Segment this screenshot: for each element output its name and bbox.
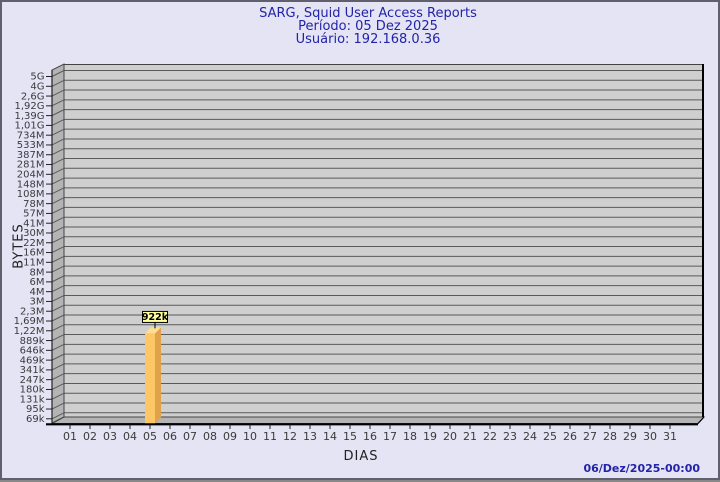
svg-text:1,69M: 1,69M [14, 316, 45, 327]
svg-text:3M: 3M [30, 297, 45, 308]
svg-text:29: 29 [623, 430, 637, 443]
svg-text:31: 31 [663, 430, 677, 443]
chart-subtitle-period: Período: 05 Dez 2025 [298, 19, 438, 34]
svg-text:27: 27 [583, 430, 597, 443]
svg-text:19: 19 [423, 430, 437, 443]
left-wall-3d [51, 63, 65, 424]
x-tick-labels: 01 02 03 04 05 06 07 08 09 10 11 12 13 14 15 16 17 18 19 20… [63, 424, 677, 443]
chart-subtitle-user: Usuário: 192.168.0.36 [295, 32, 441, 47]
svg-text:387M: 387M [17, 150, 45, 161]
svg-text:1,92G: 1,92G [14, 101, 44, 112]
svg-text:22M: 22M [23, 238, 44, 249]
y-axis-title: BYTES [11, 223, 27, 269]
bar-day-05[interactable] [145, 327, 161, 424]
svg-text:8M: 8M [30, 267, 45, 278]
svg-text:15: 15 [343, 430, 357, 443]
svg-text:17: 17 [383, 430, 397, 443]
svg-text:24: 24 [523, 430, 537, 443]
svg-text:04: 04 [123, 430, 137, 443]
chart-title: SARG, Squid User Access Reports [259, 6, 477, 21]
svg-text:69k: 69k [26, 414, 45, 425]
svg-text:1,01G: 1,01G [14, 121, 44, 132]
svg-text:25: 25 [543, 430, 557, 443]
svg-text:18: 18 [403, 430, 417, 443]
svg-text:10: 10 [243, 430, 257, 443]
svg-text:734M: 734M [17, 130, 45, 141]
svg-text:23: 23 [503, 430, 517, 443]
svg-text:08: 08 [203, 430, 217, 443]
svg-text:247k: 247k [20, 375, 45, 386]
svg-text:11M: 11M [23, 258, 44, 269]
generated-timestamp: 06/Dez/2025-00:00 [583, 462, 700, 475]
svg-text:1,22M: 1,22M [14, 326, 45, 337]
svg-text:07: 07 [183, 430, 197, 443]
svg-text:4M: 4M [30, 287, 45, 298]
svg-text:30M: 30M [23, 228, 44, 239]
svg-text:57M: 57M [23, 209, 44, 220]
svg-text:4G: 4G [30, 81, 44, 92]
svg-text:6M: 6M [30, 277, 45, 288]
svg-text:889k: 889k [20, 336, 45, 347]
svg-text:09: 09 [223, 430, 237, 443]
svg-text:148M: 148M [17, 179, 45, 190]
svg-text:469k: 469k [20, 355, 45, 366]
svg-text:01: 01 [63, 430, 77, 443]
svg-text:5G: 5G [30, 72, 44, 83]
svg-text:2,6G: 2,6G [21, 91, 45, 102]
svg-text:533M: 533M [17, 140, 45, 151]
svg-text:12: 12 [283, 430, 297, 443]
gridlines [64, 70, 704, 414]
svg-text:06: 06 [163, 430, 177, 443]
svg-text:2,3M: 2,3M [20, 306, 45, 317]
svg-text:16: 16 [363, 430, 377, 443]
svg-text:03: 03 [103, 430, 117, 443]
svg-text:28: 28 [603, 430, 617, 443]
svg-text:16M: 16M [23, 248, 44, 259]
svg-text:30: 30 [643, 430, 657, 443]
svg-text:281M: 281M [17, 160, 45, 171]
svg-text:131k: 131k [20, 394, 45, 405]
svg-text:1,39G: 1,39G [14, 111, 44, 122]
x-axis-title: DIAS [343, 449, 379, 464]
svg-text:922k: 922k [142, 312, 169, 323]
bar-value-label: 922k [142, 310, 169, 329]
plot-face [64, 64, 704, 417]
svg-text:22: 22 [483, 430, 497, 443]
svg-text:204M: 204M [17, 170, 45, 181]
svg-text:95k: 95k [26, 404, 45, 415]
svg-text:13: 13 [303, 430, 317, 443]
svg-text:180k: 180k [20, 385, 45, 396]
svg-text:11: 11 [263, 430, 277, 443]
svg-text:20: 20 [443, 430, 457, 443]
axes [46, 64, 705, 426]
svg-text:02: 02 [83, 430, 97, 443]
y-tick-labels: 5G4G2,6G1,92G1,39G1,01G734M533M387M281M2… [14, 72, 52, 425]
svg-text:108M: 108M [17, 189, 45, 200]
svg-text:78M: 78M [23, 199, 44, 210]
svg-text:21: 21 [463, 430, 477, 443]
svg-text:41M: 41M [23, 218, 44, 229]
svg-text:05: 05 [143, 430, 157, 443]
svg-text:646k: 646k [20, 346, 45, 357]
svg-text:26: 26 [563, 430, 577, 443]
svg-text:14: 14 [323, 430, 337, 443]
svg-text:341k: 341k [20, 365, 45, 376]
